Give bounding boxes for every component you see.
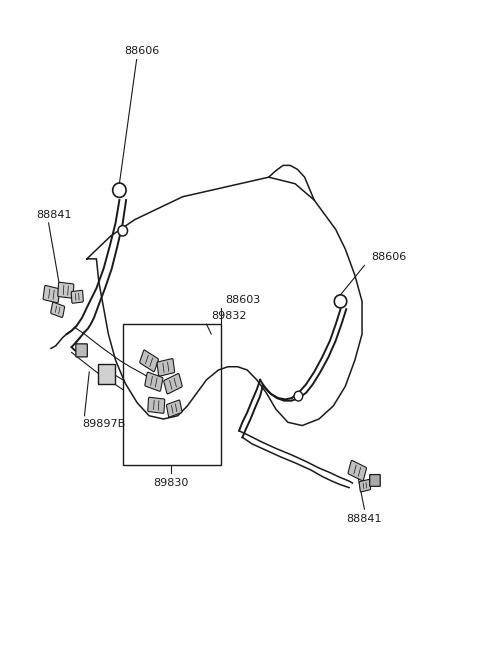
Text: 89832: 89832 bbox=[211, 311, 247, 321]
FancyBboxPatch shape bbox=[145, 372, 163, 391]
FancyBboxPatch shape bbox=[76, 344, 87, 357]
Bar bbox=[123, 324, 221, 465]
FancyBboxPatch shape bbox=[71, 290, 84, 303]
Ellipse shape bbox=[334, 295, 347, 308]
Text: 88841: 88841 bbox=[36, 210, 72, 219]
FancyBboxPatch shape bbox=[359, 479, 371, 492]
Text: 88606: 88606 bbox=[124, 47, 159, 56]
Text: 88841: 88841 bbox=[347, 514, 382, 524]
Text: 89897B: 89897B bbox=[82, 419, 125, 429]
FancyBboxPatch shape bbox=[157, 358, 175, 376]
Ellipse shape bbox=[113, 183, 126, 197]
FancyBboxPatch shape bbox=[164, 373, 182, 394]
FancyBboxPatch shape bbox=[98, 364, 115, 384]
Text: 88603: 88603 bbox=[226, 295, 261, 305]
FancyBboxPatch shape bbox=[148, 397, 165, 413]
Text: 89830: 89830 bbox=[153, 478, 188, 488]
FancyBboxPatch shape bbox=[370, 475, 380, 486]
FancyBboxPatch shape bbox=[51, 302, 65, 318]
FancyBboxPatch shape bbox=[167, 400, 182, 417]
FancyBboxPatch shape bbox=[348, 460, 366, 481]
FancyBboxPatch shape bbox=[58, 282, 74, 298]
FancyBboxPatch shape bbox=[140, 350, 158, 371]
Ellipse shape bbox=[294, 391, 303, 401]
Text: 88606: 88606 bbox=[372, 252, 407, 262]
Ellipse shape bbox=[118, 225, 128, 236]
FancyBboxPatch shape bbox=[43, 286, 60, 303]
